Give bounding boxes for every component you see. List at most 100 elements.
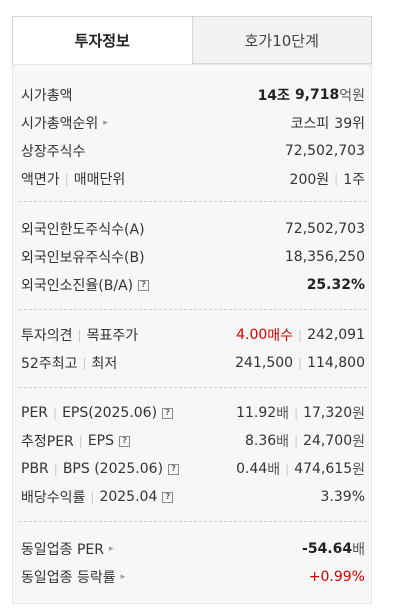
eps-unit: 원	[352, 406, 365, 422]
separator: |	[294, 406, 299, 420]
sector-per-row[interactable]: 동일업종 PER ▸ -54.64 배	[21, 537, 365, 561]
market-cap-unit: 억원	[339, 88, 365, 104]
arrow-right-icon[interactable]: ▸	[103, 118, 108, 128]
est-per-eps-row: 추정PER | EPS ? 8.36 배 | 24,700 원	[21, 429, 365, 453]
separator: |	[78, 434, 83, 448]
separator: |	[64, 172, 69, 186]
par-value-row: 액면가 | 매매단위 200원 | 1주	[21, 167, 365, 191]
trade-unit-value: 1주	[343, 172, 365, 188]
target-price-label: 목표주가	[86, 328, 139, 344]
listed-shares-label: 상장주식수	[21, 144, 86, 160]
listed-shares-value: 72,502,703	[284, 143, 365, 159]
par-value-label: 액면가	[21, 172, 60, 188]
help-icon[interactable]: ?	[168, 463, 180, 475]
sector-per-label: 동일업종 PER	[21, 542, 104, 558]
pbr-value: 0.44	[236, 461, 268, 477]
par-value-value: 200원	[289, 172, 330, 188]
est-eps-label: EPS	[87, 433, 115, 449]
separator: |	[90, 490, 95, 504]
est-eps-unit: 원	[352, 434, 365, 450]
dividend-value: 3.39%	[320, 489, 365, 505]
sector-per-unit: 배	[352, 542, 365, 558]
est-per-value: 8.36	[245, 433, 277, 449]
target-price-value: 242,091	[307, 327, 365, 343]
foreign-limit-value: 72,502,703	[284, 221, 365, 237]
est-eps-value: 24,700	[303, 433, 353, 449]
sector-change-value: +0.99%	[308, 569, 365, 585]
market-cap-rest: 9,718	[294, 87, 340, 103]
est-per-label: 추정PER	[21, 434, 74, 450]
bps-label: BPS (2025.06)	[62, 461, 164, 477]
foreign-holding-row: 외국인보유주식수(B) 18,356,250	[21, 245, 365, 269]
separator: |	[298, 356, 303, 370]
market-cap-jo: 14조	[257, 88, 290, 104]
bps-unit: 원	[352, 462, 365, 478]
divider	[19, 387, 367, 388]
tab-invest-info[interactable]: 투자정보	[12, 16, 193, 64]
arrow-right-icon[interactable]: ▸	[120, 572, 126, 582]
separator: |	[53, 406, 58, 420]
opinion-row: 투자의견 | 목표주가 4.00 매수 | 242,091	[21, 323, 365, 347]
trade-unit-label: 매매단위	[73, 172, 126, 188]
opinion-rating-text: 매수	[267, 328, 294, 344]
week52-low-label: 최저	[91, 356, 118, 372]
separator: |	[298, 328, 303, 342]
week52-high-label: 52주최고	[21, 356, 78, 372]
help-icon[interactable]: ?	[162, 407, 174, 419]
opinion-label: 투자의견	[21, 328, 73, 344]
invest-info-panel: 시가총액 14조 9,718 억원 시가총액순위 ▸ 코스피 39위 상장주식수…	[12, 64, 372, 604]
per-unit: 배	[276, 406, 290, 422]
market-name: 코스피	[290, 116, 330, 132]
pbr-label: PBR	[21, 461, 49, 477]
divider	[19, 309, 367, 310]
per-value: 11.92	[236, 405, 277, 421]
eps-label: EPS(2025.06)	[62, 405, 158, 421]
tab-orderbook-10[interactable]: 호가10단계	[192, 16, 372, 64]
foreign-holding-label: 외국인보유주식수(B)	[21, 250, 145, 266]
week52-low-value: 114,800	[307, 355, 365, 371]
sector-per-value: -54.64	[302, 541, 353, 557]
market-cap-rank-row[interactable]: 시가총액순위 ▸ 코스피 39위	[21, 111, 365, 135]
bps-value: 474,615	[294, 461, 353, 477]
foreign-ratio-label: 외국인소진율(B/A)	[21, 278, 134, 294]
dividend-row: 배당수익률 | 2025.04 ? 3.39%	[21, 485, 365, 509]
market-cap-rank-value: 39위	[334, 116, 365, 132]
per-label: PER	[21, 405, 49, 421]
market-cap-rank-label: 시가총액순위	[21, 116, 99, 132]
per-eps-row: PER | EPS(2025.06) ? 11.92 배 | 17,320 원	[21, 401, 365, 425]
market-cap-row: 시가총액 14조 9,718 억원	[21, 83, 365, 107]
foreign-limit-label: 외국인한도주식수(A)	[21, 222, 145, 238]
arrow-right-icon[interactable]: ▸	[109, 544, 114, 554]
separator: |	[294, 434, 299, 448]
listed-shares-row: 상장주식수 72,502,703	[21, 139, 365, 163]
help-icon[interactable]: ?	[119, 435, 131, 447]
separator: |	[285, 462, 290, 476]
divider	[19, 521, 367, 522]
foreign-holding-value: 18,356,250	[284, 249, 365, 265]
week52-high-value: 241,500	[235, 355, 294, 371]
pbr-bps-row: PBR | BPS (2025.06) ? 0.44 배 | 474,615 원	[21, 457, 365, 481]
separator: |	[77, 328, 82, 342]
separator: |	[334, 172, 339, 186]
foreign-ratio-value: 25.32%	[306, 277, 365, 293]
pbr-unit: 배	[267, 462, 281, 478]
est-per-unit: 배	[276, 434, 290, 450]
dividend-label: 배당수익률	[21, 490, 86, 506]
help-icon[interactable]: ?	[138, 279, 150, 291]
sector-change-label: 동일업종 등락률	[21, 570, 116, 586]
opinion-rating-num: 4.00	[236, 327, 268, 343]
sector-change-row[interactable]: 동일업종 등락률 ▸ +0.99%	[21, 565, 365, 589]
separator: |	[82, 356, 87, 370]
week52-row: 52주최고 | 최저 241,500 | 114,800	[21, 351, 365, 375]
foreign-limit-row: 외국인한도주식수(A) 72,502,703	[21, 217, 365, 241]
foreign-ratio-row: 외국인소진율(B/A) ? 25.32%	[21, 273, 365, 297]
separator: |	[53, 462, 58, 476]
market-cap-value: 14조 9,718 억원	[258, 85, 365, 105]
dividend-date: 2025.04	[99, 489, 158, 505]
market-cap-label: 시가총액	[21, 88, 73, 104]
divider	[19, 201, 367, 202]
eps-value: 17,320	[303, 405, 353, 421]
tab-bar: 투자정보 호가10단계	[12, 16, 372, 64]
help-icon[interactable]: ?	[162, 491, 174, 503]
